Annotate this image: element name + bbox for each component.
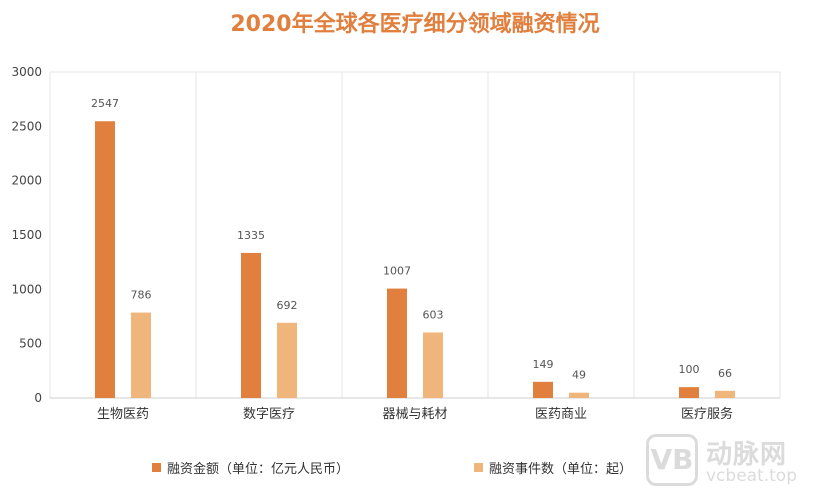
legend-item-events: 融资事件数（单位：起） <box>474 458 632 477</box>
x-tick-label: 数字医疗 <box>243 407 295 422</box>
data-label: 1335 <box>237 229 265 242</box>
legend-swatch-amount <box>152 463 161 472</box>
bar-events-3 <box>423 332 443 398</box>
x-tick-label: 医疗服务 <box>681 406 733 422</box>
data-label: 692 <box>277 299 298 312</box>
x-tick-label: 医药商业 <box>535 407 587 422</box>
data-label: 1007 <box>383 265 411 278</box>
legend-swatch-events <box>474 463 483 472</box>
watermark-site: vcbeat.top <box>706 466 798 486</box>
y-tick-label: 1000 <box>11 282 42 296</box>
legend-item-amount: 融资金额（单位：亿元人民币） <box>152 458 349 477</box>
bar-amount-5 <box>679 387 699 398</box>
y-tick-label: 1500 <box>11 228 42 242</box>
data-label: 149 <box>533 358 554 371</box>
x-tick-label: 生物医药 <box>97 407 149 422</box>
y-tick-label: 0 <box>34 391 42 405</box>
vcbeat-watermark: VB 动脉网 vcbeat.top <box>646 432 816 492</box>
legend-label-events: 融资事件数（单位：起） <box>489 462 633 477</box>
bar-events-1 <box>131 312 151 398</box>
vcbeat-logo-icon: VB <box>646 434 698 486</box>
bar-amount-1 <box>95 121 115 398</box>
bar-amount-4 <box>533 381 553 398</box>
y-tick-label: 2000 <box>11 174 42 188</box>
data-label: 49 <box>572 369 586 382</box>
y-tick-label: 3000 <box>11 65 42 79</box>
y-tick-label: 500 <box>19 337 42 351</box>
data-label: 786 <box>131 289 152 302</box>
bar-events-5 <box>715 390 735 398</box>
data-label: 66 <box>718 367 732 380</box>
y-tick-label: 2500 <box>11 119 42 133</box>
bar-events-2 <box>277 322 297 398</box>
bar-amount-2 <box>241 252 261 398</box>
data-label: 603 <box>423 308 444 321</box>
watermark-brand: 动脉网 <box>706 440 788 470</box>
chart-title: 2020年全球各医疗细分领域融资情况 <box>230 12 600 37</box>
bar-amount-3 <box>387 288 407 398</box>
x-tick-label: 器械与耗材 <box>382 407 447 422</box>
bar-events-4 <box>569 392 589 398</box>
data-label: 100 <box>679 363 700 376</box>
data-label: 2547 <box>91 97 119 110</box>
legend-label-amount: 融资金额（单位：亿元人民币） <box>167 462 350 477</box>
